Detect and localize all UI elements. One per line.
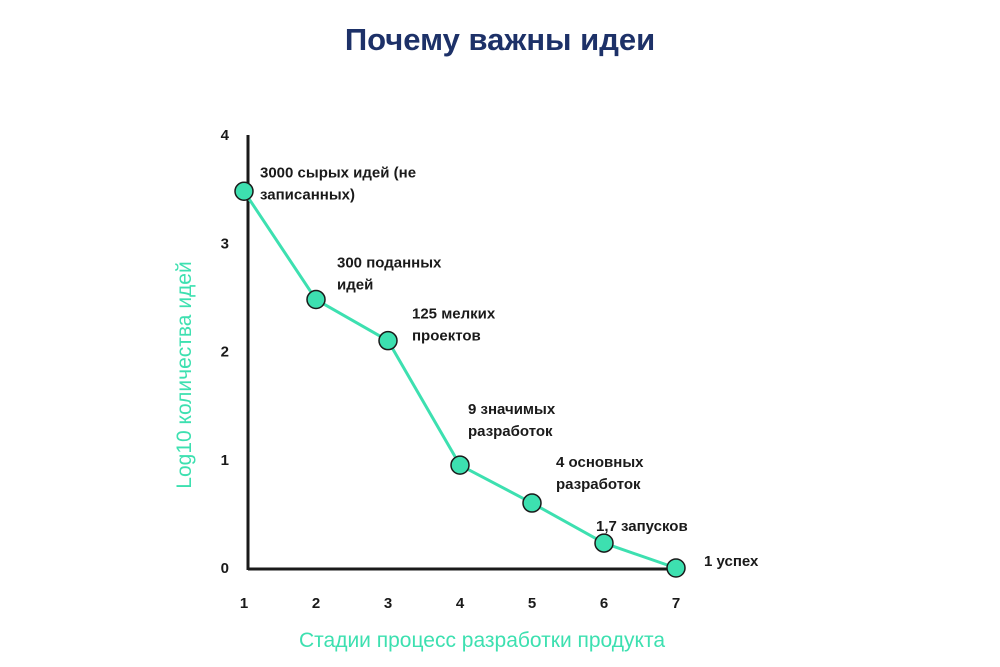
data-point bbox=[666, 558, 686, 578]
point-annotation: 300 поданных идей bbox=[337, 255, 442, 294]
annotation-line: 3000 сырых идей (не bbox=[260, 164, 416, 181]
y-tick-label: 1 bbox=[221, 452, 229, 469]
x-tick-label: 3 bbox=[384, 595, 392, 612]
x-tick-label: 1 bbox=[240, 595, 248, 612]
point-annotation: 9 значимых разработок bbox=[468, 401, 556, 440]
annotations: 3000 сырых идей (не записанных) 300 поданн… bbox=[260, 164, 759, 570]
y-tick-label: 3 bbox=[221, 235, 229, 252]
annotation-line: проектов bbox=[412, 328, 481, 345]
data-point bbox=[306, 289, 326, 310]
x-tick-label: 5 bbox=[528, 595, 536, 612]
tick-labels: 1 2 3 4 5 6 7 0 1 2 3 4 bbox=[221, 127, 681, 612]
annotation-line: разработок bbox=[468, 423, 553, 440]
annotation-line: 1,7 запусков bbox=[596, 518, 688, 535]
annotation-line: разработок bbox=[556, 476, 641, 493]
x-tick-label: 4 bbox=[456, 595, 465, 612]
series-line bbox=[242, 190, 677, 570]
x-tick-label: 7 bbox=[672, 595, 680, 612]
data-point bbox=[594, 533, 614, 553]
x-tick-label: 2 bbox=[312, 595, 320, 612]
data-point bbox=[378, 330, 398, 351]
point-annotation: 3000 сырых идей (не записанных) bbox=[260, 164, 416, 203]
annotation-line: записанных) bbox=[260, 186, 355, 203]
annotation-line: 9 значимых bbox=[468, 401, 556, 418]
y-tick-label: 0 bbox=[221, 560, 229, 577]
annotation-line: 125 мелких bbox=[412, 306, 496, 323]
point-annotation: 1 успех bbox=[704, 553, 759, 570]
point-annotation: 125 мелких проектов bbox=[412, 306, 496, 345]
y-axis-label: Log10 количества идей bbox=[173, 261, 196, 488]
x-tick-label: 6 bbox=[600, 595, 608, 612]
x-axis-label: Стадии процесс разработки продукта bbox=[299, 629, 665, 652]
point-annotation: 1,7 запусков bbox=[596, 518, 688, 535]
annotation-line: 300 поданных bbox=[337, 255, 442, 272]
chart-title: Почему важны идеи bbox=[344, 22, 656, 57]
data-point bbox=[522, 493, 542, 513]
point-annotation: 4 основных разработок bbox=[556, 454, 644, 493]
y-tick-label: 4 bbox=[221, 127, 230, 144]
data-point bbox=[450, 455, 470, 475]
annotation-line: 4 основных bbox=[556, 454, 644, 471]
y-tick-label: 2 bbox=[221, 344, 229, 361]
annotation-line: идей bbox=[337, 277, 373, 294]
data-point bbox=[234, 181, 254, 202]
series bbox=[234, 181, 686, 578]
axes bbox=[246, 135, 682, 571]
annotation-line: 1 успех bbox=[704, 553, 759, 570]
